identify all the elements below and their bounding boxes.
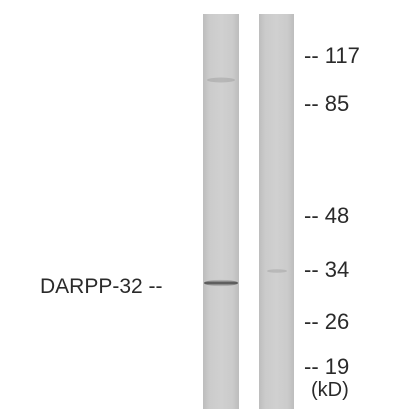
unit-label: (kD) bbox=[311, 379, 349, 401]
lane-1 bbox=[203, 14, 239, 409]
marker-label-85: -- 85 bbox=[304, 91, 350, 116]
band-label: DARPP-32 -- bbox=[40, 275, 163, 298]
marker-label-26: -- 26 bbox=[304, 309, 350, 334]
lane-1-band-darpp32 bbox=[204, 279, 238, 287]
marker-label-48: -- 48 bbox=[304, 203, 350, 228]
marker-label-19: -- 19 bbox=[304, 354, 350, 379]
marker-label-117: -- 117 bbox=[304, 43, 360, 68]
lane-2 bbox=[259, 14, 294, 409]
lane-1-faint-band bbox=[207, 77, 235, 83]
lane-2-faint-band bbox=[267, 269, 287, 273]
marker-label-34: -- 34 bbox=[304, 257, 350, 282]
